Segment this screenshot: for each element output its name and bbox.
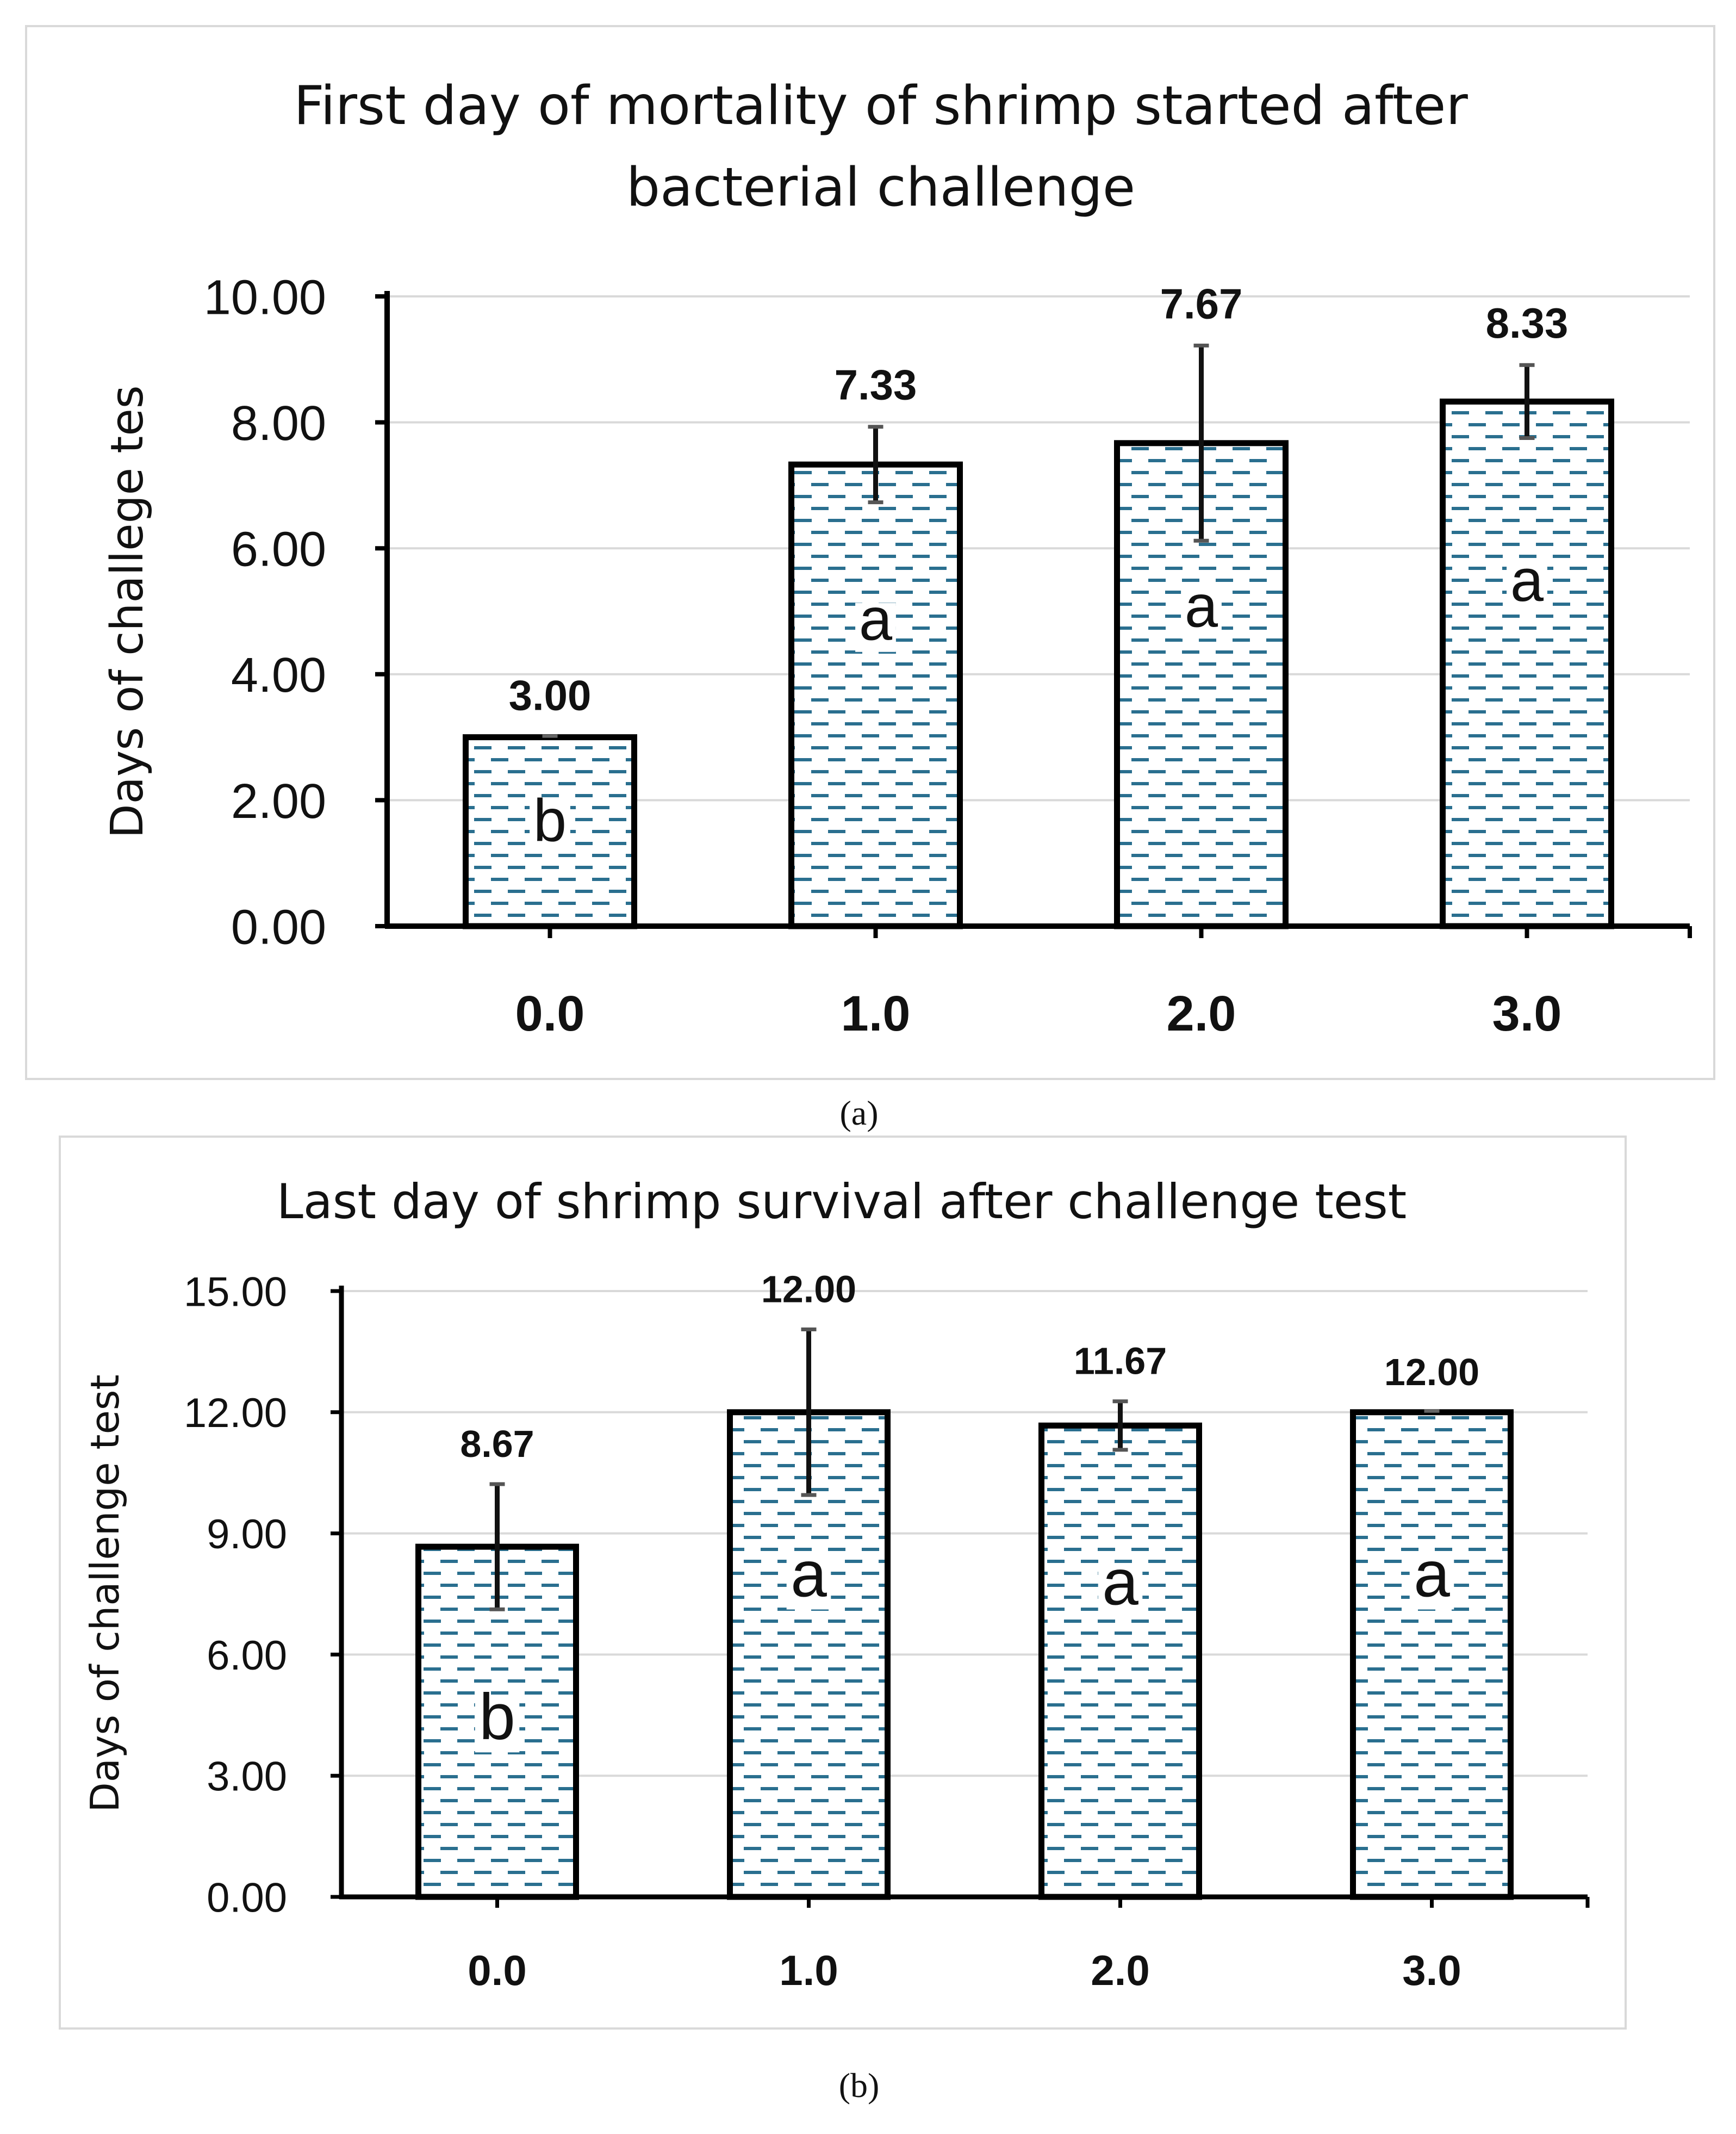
chart-a-title-line-1: First day of mortality of shrimp started… (294, 75, 1468, 137)
chart-b-y-axis-label: Days of challenge test (82, 1374, 128, 1812)
chart-b-x-tick-label: 3.0 (1402, 1946, 1461, 1994)
chart-b-x-tick-label: 0.0 (468, 1946, 526, 1994)
chart-a-data-label: 7.33 (835, 361, 917, 409)
chart-b-bar (1038, 1422, 1202, 1900)
chart-b-y-tick-label: 9.00 (207, 1511, 287, 1558)
chart-a-significance-letter-bg (855, 603, 896, 652)
chart-a-x-tick-label: 3.0 (1492, 986, 1562, 1041)
chart-b-x-tick-label: 1.0 (779, 1946, 838, 1994)
chart-a-data-label: 8.33 (1486, 299, 1569, 347)
chart-b-significance-letter: b (479, 1680, 515, 1753)
chart-a-y-axis-label: Days of challege tes (102, 385, 153, 838)
chart-a-data-label: 3.00 (509, 672, 592, 719)
chart-b-data-label: 11.67 (1074, 1340, 1167, 1382)
chart-a-significance-letter-bg (1181, 590, 1222, 639)
chart-a-caption: (a) (839, 1094, 878, 1132)
chart-a-significance-letter: a (1510, 547, 1544, 614)
chart-a-data-label: 7.67 (1160, 280, 1243, 327)
chart-b-significance-letter-bg (786, 1556, 831, 1610)
chart-b-y-tick-label: 0.00 (207, 1875, 287, 1921)
chart-a-bar (788, 461, 963, 929)
chart-b-significance-letter-bg (1409, 1556, 1454, 1610)
chart-a-y-tick-label: 10.00 (204, 270, 326, 325)
chart-b-data-label: 12.00 (1384, 1351, 1479, 1393)
chart-first-day-mortality: First day of mortality of shrimp started… (25, 25, 1715, 1132)
chart-b-y-tick-label: 3.00 (207, 1754, 287, 1800)
chart-b-y-tick-label: 12.00 (184, 1390, 287, 1436)
chart-a-y-tick-label: 8.00 (231, 396, 326, 451)
chart-b-significance-letter: a (1414, 1537, 1450, 1610)
chart-b-plot-area: 0.00 3.00 6.00 9.00 12.00 15.00 8.67 b 0.0 12.00 a… (184, 1268, 1590, 1994)
chart-a-title-line-2: bacterial challenge (626, 157, 1135, 219)
chart-a-y-tick-label: 6.00 (231, 523, 326, 577)
chart-a-significance-letter: b (533, 787, 567, 854)
chart-b-significance-letter: a (791, 1537, 827, 1610)
chart-b-significance-letter-bg (475, 1698, 520, 1753)
chart-b-significance-letter-bg (1098, 1564, 1143, 1618)
chart-b-y-tick-label: 6.00 (207, 1633, 287, 1679)
chart-b-caption: (b) (839, 2066, 880, 2105)
chart-a-significance-letter: a (859, 586, 893, 653)
chart-last-day-survival: Last day of shrimp survival after challe… (59, 1136, 1627, 2105)
chart-a-significance-letter-bg (530, 804, 570, 853)
chart-b-data-label: 12.00 (761, 1268, 856, 1311)
chart-a-x-tick-label: 0.0 (515, 986, 585, 1041)
chart-b-data-label: 8.67 (460, 1423, 534, 1465)
chart-b-title: Last day of shrimp survival after challe… (277, 1174, 1407, 1230)
chart-a-x-tick-label: 1.0 (841, 986, 911, 1041)
chart-b-significance-letter: a (1102, 1546, 1138, 1619)
chart-a-significance-letter-bg (1507, 563, 1547, 613)
chart-b-bar (1350, 1409, 1514, 1900)
chart-a-significance-letter: a (1185, 573, 1218, 640)
chart-a-plot-area: 0.00 2.00 4.00 6.00 8.00 10.00 3.00 b 0.0 7.33 a 1.… (204, 270, 1692, 1041)
chart-a-x-tick-label: 2.0 (1167, 986, 1236, 1041)
chart-a-y-tick-label: 2.00 (231, 774, 326, 829)
chart-a-bar (1440, 398, 1614, 929)
chart-b-y-tick-label: 15.00 (184, 1269, 287, 1315)
chart-b-x-tick-label: 2.0 (1091, 1946, 1149, 1994)
chart-a-y-tick-label: 0.00 (231, 900, 326, 954)
chart-a-y-tick-label: 4.00 (231, 648, 326, 703)
